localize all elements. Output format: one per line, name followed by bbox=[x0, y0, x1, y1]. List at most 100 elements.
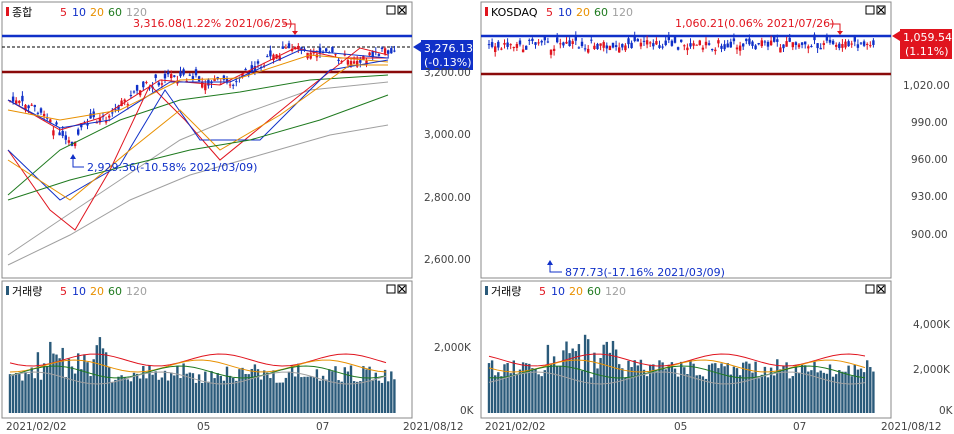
left-candle bbox=[207, 79, 210, 86]
left-maximize-button[interactable] bbox=[386, 5, 396, 15]
left-volume-bar bbox=[30, 367, 33, 413]
right-candle bbox=[627, 38, 630, 45]
left-legend-ma120: 120 bbox=[126, 6, 147, 19]
right-candle bbox=[661, 46, 664, 48]
right-volume-bar bbox=[695, 375, 698, 413]
right-volume-bar bbox=[593, 352, 596, 413]
left-candle bbox=[157, 82, 160, 86]
right-volume-bar bbox=[494, 375, 497, 413]
right-candle bbox=[807, 46, 810, 49]
right-legend-ma10: 10 bbox=[558, 6, 572, 19]
right-vol-maximize-button[interactable] bbox=[865, 284, 875, 294]
right-volume-bar bbox=[515, 373, 519, 413]
right-volume-bar bbox=[711, 363, 714, 413]
right-candle bbox=[664, 40, 667, 46]
right-candle bbox=[667, 36, 670, 41]
right-candle bbox=[766, 41, 770, 47]
right-volume-bar bbox=[645, 376, 649, 413]
right-candle bbox=[500, 48, 503, 50]
right-volume-bar bbox=[599, 358, 602, 413]
right-candle bbox=[847, 41, 850, 47]
right-candle bbox=[494, 46, 497, 52]
left-volume-bar bbox=[275, 382, 278, 413]
right-last-change: (1.11%) bbox=[905, 45, 949, 58]
left-candle bbox=[170, 74, 173, 79]
right-candle bbox=[621, 44, 624, 48]
right-candle bbox=[528, 39, 531, 41]
right-candle bbox=[546, 41, 550, 43]
left-candle bbox=[83, 122, 86, 124]
left-candle bbox=[135, 85, 139, 91]
right-ma-line-1 bbox=[7, 59, 389, 201]
right-volume-bar bbox=[794, 364, 798, 413]
right-candle bbox=[503, 42, 506, 45]
left-candle bbox=[356, 60, 359, 67]
left-volume-bar bbox=[142, 365, 145, 413]
left-volume-bar bbox=[315, 369, 319, 413]
right-ma-line-4 bbox=[7, 124, 389, 266]
right-candle bbox=[717, 40, 720, 44]
left-volume-bar bbox=[188, 372, 191, 413]
left-candle bbox=[86, 123, 89, 126]
left-volume-bar bbox=[238, 369, 241, 413]
right-volume-bar bbox=[649, 364, 652, 413]
left-volume-bar bbox=[287, 371, 291, 413]
right-candle bbox=[506, 42, 509, 47]
right-volume-bar bbox=[500, 376, 503, 413]
right-candle bbox=[760, 40, 763, 47]
right-volume-bar bbox=[605, 341, 608, 413]
left-candle bbox=[117, 105, 120, 110]
left-candle bbox=[42, 113, 46, 117]
right-volume-bar bbox=[807, 371, 810, 413]
right-volume-bar bbox=[847, 365, 850, 413]
left-candle bbox=[67, 140, 71, 143]
left-candle bbox=[64, 135, 67, 140]
right-volume-bar bbox=[618, 364, 621, 413]
left-volume-ma-line-0 bbox=[9, 353, 387, 367]
right-maximize-button[interactable] bbox=[865, 5, 875, 15]
right-candle bbox=[732, 38, 736, 42]
left-volume-bar bbox=[21, 380, 24, 413]
left-low-label: 2,929.36(-10.58% 2021/03/09) bbox=[87, 161, 257, 174]
left-volume-bar bbox=[278, 382, 281, 413]
left-candle bbox=[383, 48, 387, 54]
right-candle bbox=[673, 37, 677, 43]
left-volume-bar bbox=[362, 366, 365, 413]
right-candle bbox=[614, 45, 618, 47]
right-legend-ma5: 5 bbox=[546, 6, 553, 19]
right-y-tick-3: 930.00 bbox=[911, 191, 948, 203]
left-candle bbox=[89, 113, 92, 119]
right-volume-bar bbox=[490, 360, 494, 413]
left-volume-bar bbox=[18, 373, 21, 413]
left-candle bbox=[250, 65, 253, 71]
left-candle bbox=[30, 104, 33, 106]
left-volume-bar bbox=[318, 380, 322, 413]
left-volume-bar bbox=[55, 354, 58, 413]
right-volume-bar bbox=[726, 363, 729, 413]
right-candle bbox=[788, 37, 791, 42]
right-candle bbox=[866, 43, 869, 45]
right-volume-bar bbox=[760, 374, 763, 413]
right-candle bbox=[630, 42, 633, 49]
left-candle bbox=[216, 77, 219, 80]
left-candle bbox=[228, 84, 232, 86]
left-volume-bar bbox=[123, 376, 126, 413]
left-vol-maximize-button[interactable] bbox=[386, 284, 396, 294]
right-candle bbox=[683, 45, 686, 47]
left-candle bbox=[154, 74, 157, 79]
left-volume-bar bbox=[368, 366, 371, 413]
left-last-price-tag bbox=[421, 40, 473, 70]
right-candle bbox=[580, 41, 584, 47]
right-candle bbox=[655, 41, 658, 45]
right-volume-bar bbox=[804, 365, 807, 413]
left-candle bbox=[129, 95, 133, 97]
right-volume-bar bbox=[583, 334, 587, 413]
left-volume-bar bbox=[387, 381, 390, 413]
left-volume-bar bbox=[52, 353, 55, 413]
right-candle bbox=[751, 41, 754, 46]
right-candle bbox=[745, 38, 748, 42]
right-ma-line-3 bbox=[7, 94, 389, 201]
left-candle bbox=[188, 74, 191, 76]
right-candle bbox=[844, 41, 847, 48]
